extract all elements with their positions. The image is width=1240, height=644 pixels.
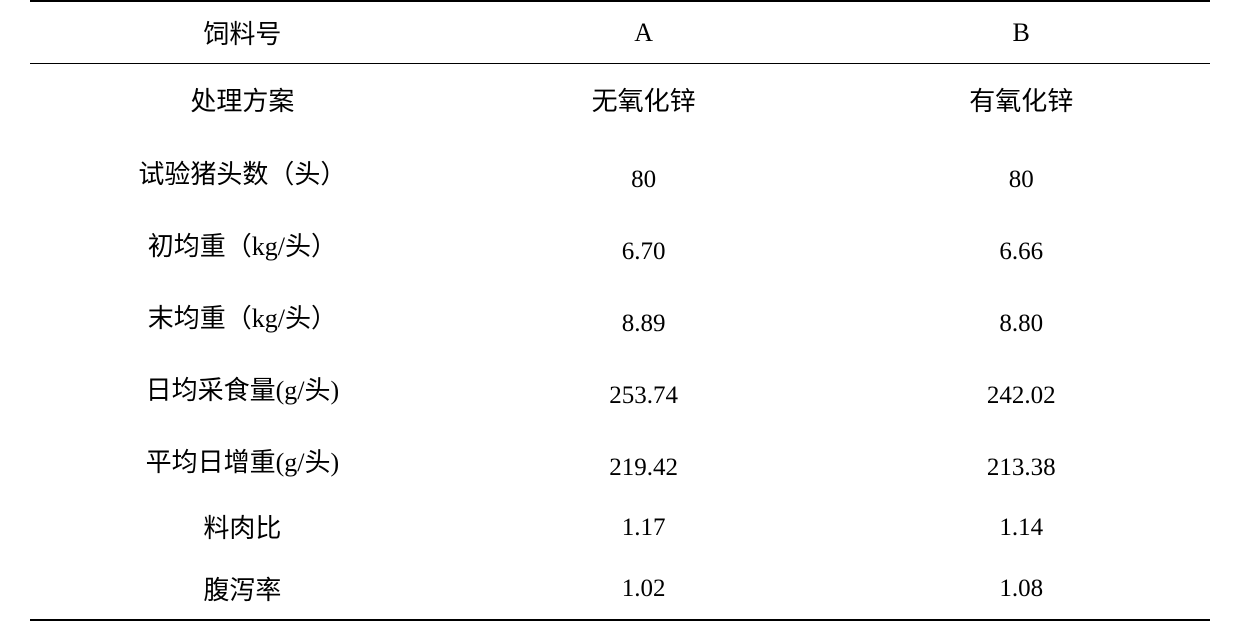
- row-label-pig-count: 试验猪头数（头）: [30, 136, 455, 208]
- row-value-pig-count-a: 80: [631, 166, 656, 193]
- row-value-final-weight-b: 8.80: [999, 310, 1043, 337]
- row-label-diarrhea-rate: 腹泻率: [30, 558, 455, 620]
- header-col-a: A: [455, 1, 833, 64]
- table-header-row: 饲料号 A B: [30, 1, 1210, 64]
- row-value-pig-count-b: 80: [1009, 166, 1034, 193]
- table-row: 腹泻率 1.02 1.08: [30, 558, 1210, 620]
- header-feed-number: 饲料号: [30, 1, 455, 64]
- row-value-daily-intake-b: 242.02: [987, 382, 1056, 409]
- row-value-feed-ratio-b: 1.14: [999, 514, 1043, 541]
- table-body: 处理方案 无氧化锌 有氧化锌 试验猪头数（头） 80 80 初均重（kg/头） …: [30, 64, 1210, 620]
- row-label-feed-ratio: 料肉比: [30, 496, 455, 558]
- row-value-initial-weight-b: 6.66: [999, 238, 1043, 265]
- row-value-daily-intake-a: 253.74: [609, 382, 678, 409]
- table-row: 末均重（kg/头） 8.89 8.80: [30, 280, 1210, 352]
- row-label-daily-gain: 平均日增重(g/头): [30, 424, 455, 496]
- row-value-diarrhea-rate-b: 1.08: [999, 575, 1043, 602]
- row-value-initial-weight-a: 6.70: [622, 238, 666, 265]
- row-value-final-weight-a: 8.89: [622, 310, 666, 337]
- header-col-b: B: [832, 1, 1210, 64]
- table-row: 试验猪头数（头） 80 80: [30, 136, 1210, 208]
- table-row: 平均日增重(g/头) 219.42 213.38: [30, 424, 1210, 496]
- row-value-diarrhea-rate-a: 1.02: [622, 575, 666, 602]
- row-value-feed-ratio-a: 1.17: [622, 514, 666, 541]
- row-value-daily-gain-b: 213.38: [987, 454, 1056, 481]
- row-label-initial-weight: 初均重（kg/头）: [30, 208, 455, 280]
- table-row: 处理方案 无氧化锌 有氧化锌: [30, 64, 1210, 136]
- table-row: 料肉比 1.17 1.14: [30, 496, 1210, 558]
- table-row: 初均重（kg/头） 6.70 6.66: [30, 208, 1210, 280]
- table-container: 饲料号 A B 处理方案 无氧化锌 有氧化锌 试验猪头数（头） 80 80 初均…: [0, 0, 1240, 621]
- row-label-final-weight: 末均重（kg/头）: [30, 280, 455, 352]
- data-table: 饲料号 A B 处理方案 无氧化锌 有氧化锌 试验猪头数（头） 80 80 初均…: [30, 0, 1210, 621]
- row-value-daily-gain-a: 219.42: [609, 454, 678, 481]
- row-value-treatment-b: 有氧化锌: [832, 64, 1210, 136]
- table-row: 日均采食量(g/头) 253.74 242.02: [30, 352, 1210, 424]
- row-label-daily-intake: 日均采食量(g/头): [30, 352, 455, 424]
- row-value-treatment-a: 无氧化锌: [455, 64, 833, 136]
- row-label-treatment: 处理方案: [30, 64, 455, 136]
